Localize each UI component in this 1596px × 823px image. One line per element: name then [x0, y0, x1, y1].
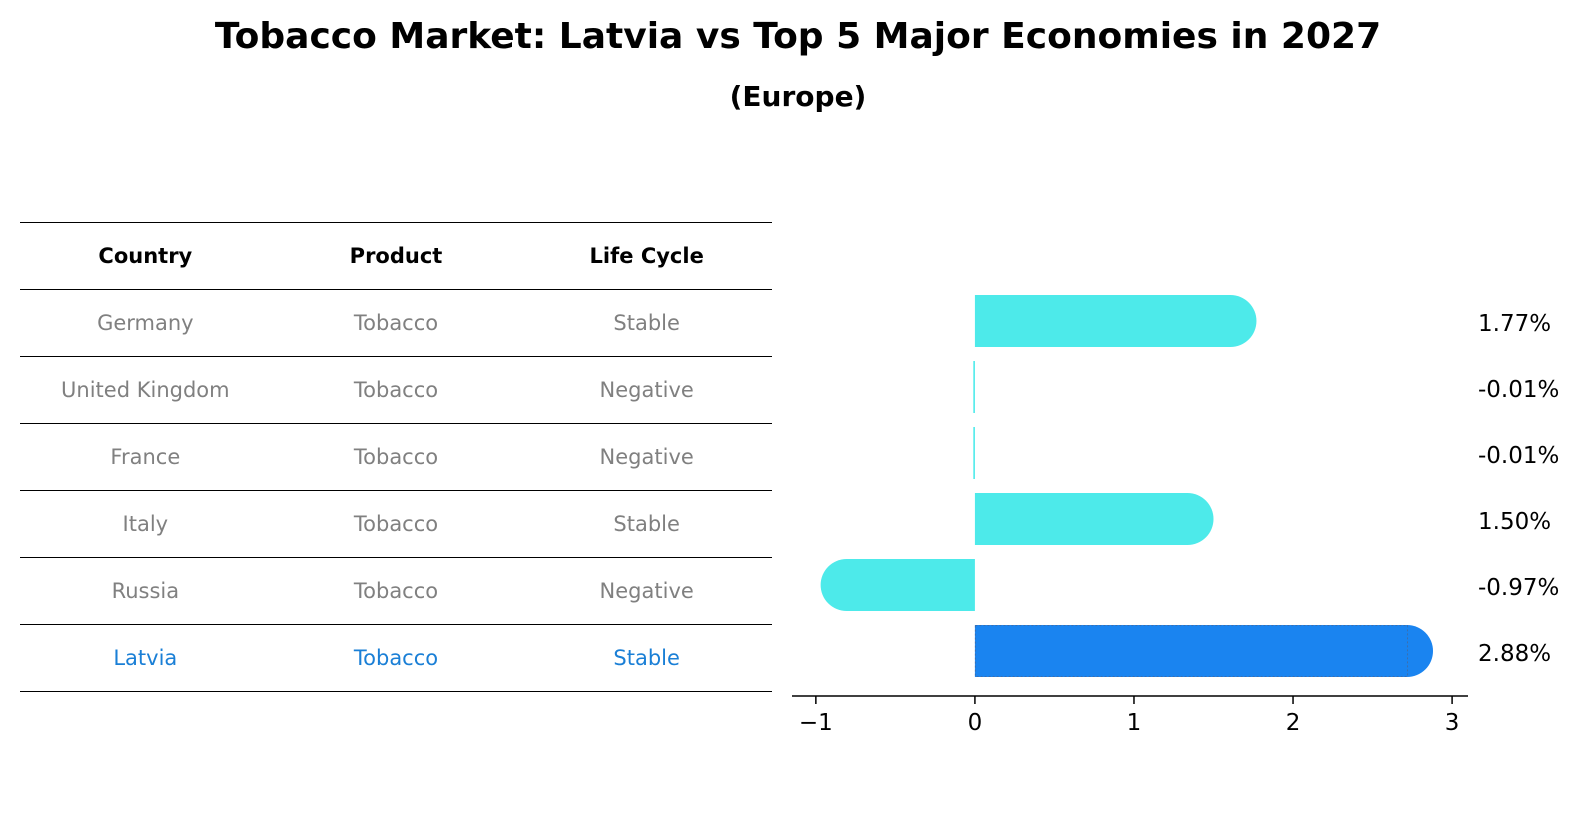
- header-product: Product: [349, 244, 443, 268]
- chart-title: Tobacco Market: Latvia vs Top 5 Major Ec…: [214, 16, 1382, 57]
- bar-value-label: 2.88%: [1478, 641, 1551, 667]
- cell-life-cycle: Stable: [613, 646, 680, 670]
- bar-value-label: 1.50%: [1478, 509, 1551, 535]
- bar: [973, 361, 975, 413]
- cell-life-cycle: Negative: [599, 378, 694, 402]
- cell-country: Russia: [111, 579, 180, 603]
- table-row: Italy Tobacco Stable: [20, 490, 772, 557]
- data-table: Country Product Life Cycle Germany Tobac…: [20, 222, 772, 692]
- x-tick-label: 2: [1286, 710, 1301, 736]
- x-tick-label: −1: [799, 710, 833, 736]
- cell-country: Latvia: [113, 646, 178, 670]
- cell-product: Tobacco: [353, 646, 439, 670]
- x-tick-label: 0: [968, 710, 983, 736]
- bar-value-label: -0.01%: [1478, 443, 1559, 469]
- table-row: France Tobacco Negative: [20, 423, 772, 490]
- header-country: Country: [98, 244, 193, 268]
- cell-product: Tobacco: [353, 579, 439, 603]
- cell-product: Tobacco: [353, 311, 439, 335]
- table-row: Russia Tobacco Negative: [20, 557, 772, 624]
- x-tick-label: 3: [1445, 710, 1460, 736]
- cell-product: Tobacco: [353, 378, 439, 402]
- bar-value-label: 1.77%: [1478, 311, 1551, 337]
- cell-life-cycle: Negative: [599, 579, 694, 603]
- cell-product: Tobacco: [353, 445, 439, 469]
- table-row: United Kingdom Tobacco Negative: [20, 356, 772, 423]
- header-life-cycle: Life Cycle: [589, 244, 704, 268]
- cell-country: United Kingdom: [61, 378, 230, 402]
- bar: [974, 493, 1214, 545]
- chart-subtitle: (Europe): [729, 80, 867, 113]
- table-row: Germany Tobacco Stable: [20, 289, 772, 356]
- table-header-row: Country Product Life Cycle: [20, 222, 772, 289]
- bar: [820, 559, 975, 611]
- cell-country: Germany: [97, 311, 194, 335]
- cell-product: Tobacco: [353, 512, 439, 536]
- bar-value-label: -0.97%: [1478, 575, 1559, 601]
- cell-country: Italy: [122, 512, 169, 536]
- bar: [973, 427, 975, 479]
- bar-value-label: -0.01%: [1478, 377, 1559, 403]
- bar: [974, 295, 1257, 347]
- bar-highlight-outline: [974, 625, 1409, 677]
- table-row-highlighted: Latvia Tobacco Stable: [20, 624, 772, 692]
- cell-country: France: [110, 445, 181, 469]
- cell-life-cycle: Stable: [613, 311, 680, 335]
- cell-life-cycle: Stable: [613, 512, 680, 536]
- x-tick-label: 1: [1127, 710, 1142, 736]
- cell-life-cycle: Negative: [599, 445, 694, 469]
- bar: [974, 625, 1434, 677]
